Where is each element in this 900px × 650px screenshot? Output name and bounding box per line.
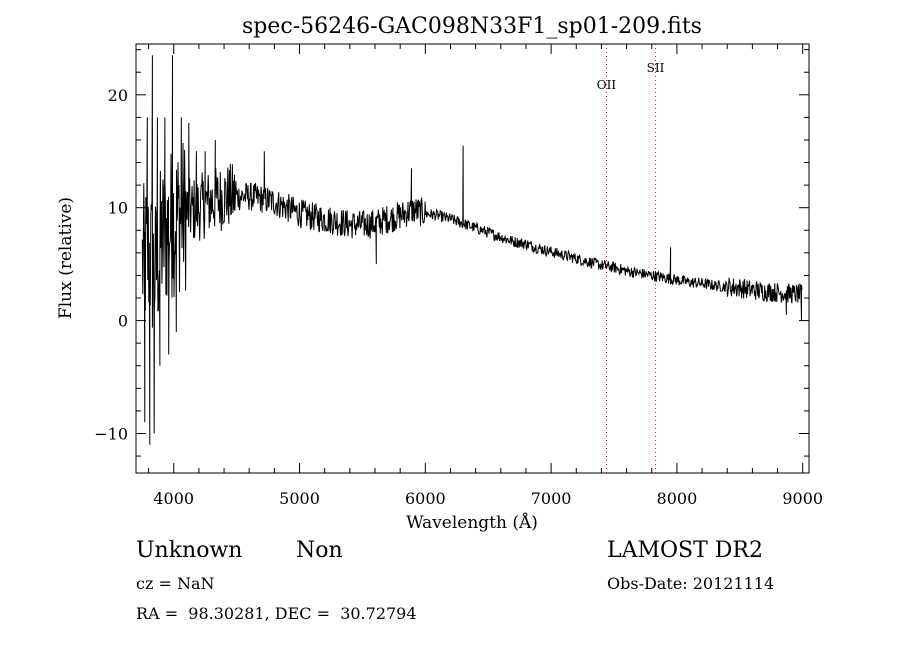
x-tick-label: 4000 xyxy=(153,489,194,508)
y-tick-label: 0 xyxy=(118,312,128,331)
x-axis-label: Wavelength (Å) xyxy=(406,512,538,533)
x-tick-label: 7000 xyxy=(531,489,572,508)
x-tick-label: 5000 xyxy=(279,489,320,508)
x-tick-label: 6000 xyxy=(405,489,446,508)
observation-date: Obs-Date: 20121114 xyxy=(607,574,775,593)
y-tick-label: −10 xyxy=(94,424,128,443)
spectrum-line xyxy=(141,55,803,445)
object-class: Unknown xyxy=(136,538,243,563)
x-tick-label: 9000 xyxy=(782,489,823,508)
y-tick-label: 20 xyxy=(108,86,128,105)
object-subclass: Non xyxy=(296,538,343,563)
chart-title: spec-56246-GAC098N33F1_sp01-209.fits xyxy=(242,14,702,39)
y-axis-ticks xyxy=(136,49,809,457)
x-axis-ticks xyxy=(148,44,804,473)
y-axis-tick-labels: −10 0 10 20 xyxy=(94,86,128,444)
x-tick-label: 8000 xyxy=(657,489,698,508)
emission-line-label: SII xyxy=(647,61,665,75)
y-axis-label: Flux (relative) xyxy=(56,197,76,319)
redshift-cz: cz = NaN xyxy=(136,574,215,593)
plot-frame xyxy=(135,43,810,474)
ra-dec-coordinates: RA = 98.30281, DEC = 30.72794 xyxy=(136,604,417,623)
x-axis-tick-labels: 4000 5000 6000 7000 8000 9000 xyxy=(153,489,823,508)
emission-lines: OII SII xyxy=(597,44,665,473)
emission-line-label: OII xyxy=(597,78,617,92)
y-tick-label: 10 xyxy=(108,199,128,218)
spectrum-chart: spec-56246-GAC098N33F1_sp01-209.fits 400… xyxy=(56,14,823,533)
survey-label: LAMOST DR2 xyxy=(607,538,763,563)
